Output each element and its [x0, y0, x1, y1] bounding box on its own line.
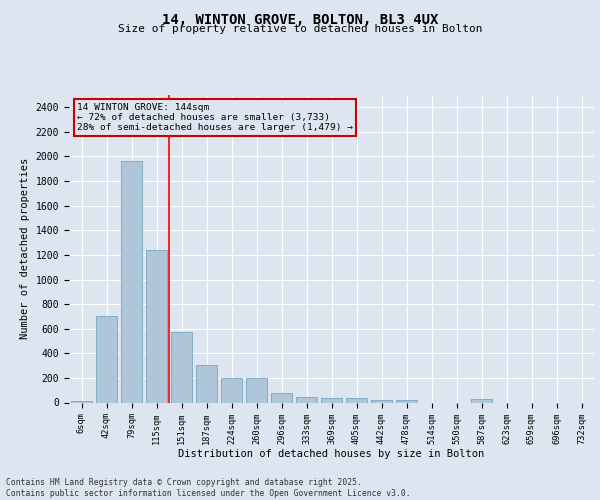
- Text: Contains HM Land Registry data © Crown copyright and database right 2025.
Contai: Contains HM Land Registry data © Crown c…: [6, 478, 410, 498]
- Bar: [471, 400, 492, 402]
- Bar: [321, 398, 342, 402]
- Bar: [346, 398, 367, 402]
- Y-axis label: Number of detached properties: Number of detached properties: [20, 158, 30, 340]
- Text: 14 WINTON GROVE: 144sqm
← 72% of detached houses are smaller (3,733)
28% of semi: 14 WINTON GROVE: 144sqm ← 72% of detache…: [77, 102, 353, 132]
- Bar: [396, 400, 417, 402]
- Bar: [371, 400, 392, 402]
- Bar: [196, 365, 217, 403]
- Bar: [296, 397, 317, 402]
- Bar: [96, 316, 117, 402]
- Bar: [71, 400, 92, 402]
- Bar: [246, 378, 267, 402]
- Bar: [146, 250, 167, 402]
- Bar: [171, 332, 192, 402]
- Text: Size of property relative to detached houses in Bolton: Size of property relative to detached ho…: [118, 24, 482, 34]
- X-axis label: Distribution of detached houses by size in Bolton: Distribution of detached houses by size …: [178, 450, 485, 460]
- Bar: [221, 378, 242, 402]
- Text: 14, WINTON GROVE, BOLTON, BL3 4UX: 14, WINTON GROVE, BOLTON, BL3 4UX: [162, 12, 438, 26]
- Bar: [271, 392, 292, 402]
- Bar: [121, 162, 142, 402]
